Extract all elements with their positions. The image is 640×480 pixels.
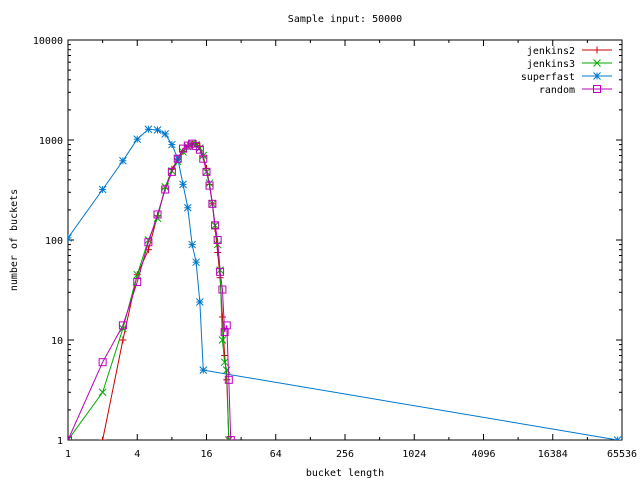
data-point-random <box>213 236 222 244</box>
legend-item-random: random <box>539 85 612 96</box>
data-point-random <box>133 278 142 287</box>
data-point-random <box>144 238 153 247</box>
data-point-superfast <box>195 298 204 306</box>
legend-marker <box>593 72 601 80</box>
x-tick-label: 65536 <box>607 449 637 460</box>
data-point-superfast <box>199 366 208 374</box>
data-point-superfast <box>613 436 622 440</box>
x-tick-label: 16 <box>200 449 212 460</box>
data-point-random <box>173 154 182 163</box>
legend-label: jenkins2 <box>527 46 575 57</box>
series-line-jenkins3 <box>68 143 230 440</box>
series-random <box>68 139 235 440</box>
data-point-random <box>218 285 227 294</box>
legend-item-jenkins2: jenkins2 <box>527 46 612 57</box>
series-line-random <box>68 143 232 440</box>
data-point-random <box>183 141 192 150</box>
data-point-random <box>211 221 220 230</box>
x-axis: 1 4 16 64 256 1024 4096 16384 65536 <box>65 40 637 460</box>
data-point-superfast <box>192 258 200 267</box>
data-point-random <box>226 436 235 440</box>
data-point-random <box>161 185 170 194</box>
data-point-jenkins3 <box>144 236 153 244</box>
legend-marker <box>593 46 601 54</box>
y-axis-label: number of buckets <box>9 189 20 291</box>
data-point-superfast <box>179 180 187 189</box>
y-tick-label: 10 <box>51 336 63 347</box>
data-point-random <box>202 167 211 176</box>
data-point-random <box>208 199 217 208</box>
data-point-jenkins2 <box>214 248 222 256</box>
x-tick-label: 16384 <box>538 449 568 460</box>
legend-marker <box>593 59 601 67</box>
data-point-jenkins3 <box>218 336 227 344</box>
data-point-jenkins3 <box>220 358 229 367</box>
data-point-jenkins2 <box>119 336 127 344</box>
x-tick-label: 256 <box>336 449 354 460</box>
data-point-random <box>118 321 127 330</box>
data-point-jenkins2 <box>99 436 107 440</box>
data-point-random <box>153 210 162 219</box>
data-point-random <box>195 145 204 154</box>
data-point-superfast <box>68 234 72 242</box>
data-point-jenkins3 <box>68 436 72 440</box>
series-line-superfast <box>68 128 618 440</box>
data-point-superfast <box>161 130 170 138</box>
chart-title: Sample input: 50000 <box>288 14 402 25</box>
legend-item-superfast: superfast <box>521 72 612 83</box>
data-point-jenkins3 <box>222 366 231 374</box>
data-point-superfast <box>119 156 127 165</box>
data-point-random <box>98 358 107 367</box>
legend-label: random <box>539 85 575 96</box>
data-point-jenkins3 <box>98 388 107 397</box>
data-point-random <box>224 375 233 384</box>
y-tick-label: 100 <box>45 236 63 247</box>
x-tick-label: 4096 <box>471 449 495 460</box>
x-tick-label: 64 <box>270 449 282 460</box>
data-point-random <box>222 321 231 330</box>
data-point-superfast <box>168 140 176 149</box>
data-point-superfast <box>133 135 142 143</box>
data-point-superfast <box>188 240 196 249</box>
data-point-jenkins3 <box>205 179 214 188</box>
data-point-random <box>205 181 214 190</box>
series-jenkins3 <box>68 139 233 440</box>
data-point-random <box>199 154 208 163</box>
y-tick-label: 1000 <box>39 136 63 147</box>
legend-label: jenkins3 <box>527 59 575 70</box>
series-layer <box>68 125 622 440</box>
legend-label: superfast <box>521 72 575 83</box>
data-point-superfast <box>98 185 107 194</box>
y-tick-label: 1 <box>57 436 63 447</box>
y-axis: 1 10 100 1000 10000 <box>33 36 622 447</box>
data-point-random <box>167 167 176 176</box>
x-tick-label: 4 <box>134 449 140 460</box>
x-tick-label: 1024 <box>402 449 426 460</box>
y-tick-label: 10000 <box>33 36 63 47</box>
legend-marker <box>593 85 601 93</box>
data-point-superfast <box>144 125 153 134</box>
data-point-superfast <box>183 203 192 212</box>
x-axis-label: bucket length <box>306 468 384 479</box>
data-point-random <box>216 267 225 276</box>
data-point-jenkins2 <box>218 313 226 321</box>
data-point-superfast <box>153 126 162 134</box>
x-tick-label: 1 <box>65 449 71 460</box>
legend: jenkins2 jenkins3 superfast random <box>521 46 612 96</box>
legend-item-jenkins3: jenkins3 <box>527 59 612 70</box>
series-superfast <box>68 125 622 440</box>
